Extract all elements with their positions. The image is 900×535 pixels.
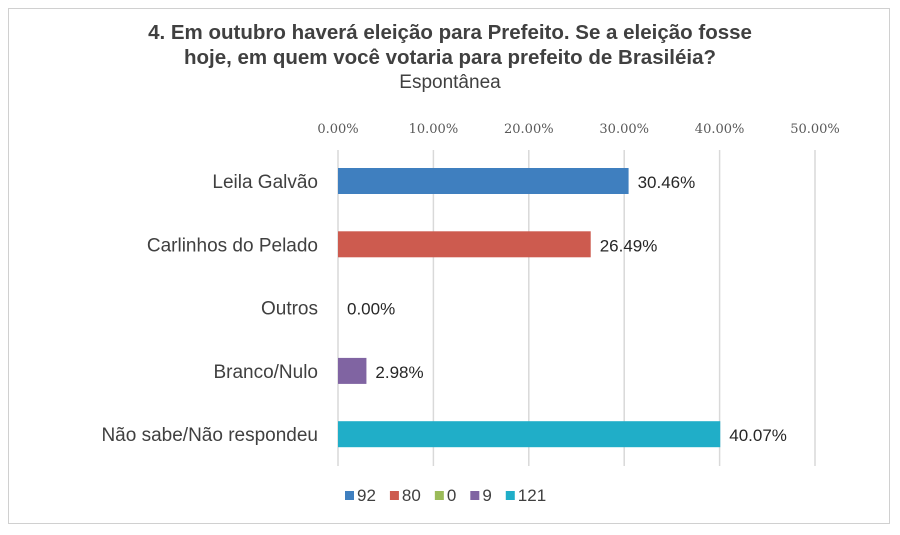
legend-label: 92 xyxy=(357,486,376,505)
bar xyxy=(338,231,591,258)
x-tick-label: 50.00% xyxy=(790,122,840,137)
category-label: Leila Galvão xyxy=(212,172,318,193)
data-label: 30.46% xyxy=(638,173,696,192)
legend-swatch xyxy=(470,491,480,500)
x-tick-label: 0.00% xyxy=(317,122,358,137)
legend-swatch xyxy=(434,491,444,500)
chart-title-line-2: hoje, em quem você votaria para prefeito… xyxy=(183,46,717,69)
x-tick-label: 10.00% xyxy=(409,122,459,137)
chart-frame xyxy=(8,8,890,524)
legend-swatch xyxy=(345,491,354,500)
data-label: 40.07% xyxy=(729,426,787,445)
legend-swatch xyxy=(505,491,515,500)
chart-title-line-1: 4. Em outubro haverá eleição para Prefei… xyxy=(148,21,752,44)
legend-label: 80 xyxy=(402,486,421,505)
bar xyxy=(338,168,629,194)
chart-title: 4. Em outubro haverá eleição para Prefei… xyxy=(0,20,900,70)
legend-swatch xyxy=(389,491,399,500)
legend-label: 121 xyxy=(518,486,546,505)
category-label: Outros xyxy=(261,299,318,320)
x-tick-label: 40.00% xyxy=(695,122,745,137)
category-label: Carlinhos do Pelado xyxy=(147,235,318,256)
chart-subtitle: Espontânea xyxy=(399,72,501,93)
legend-label: 9 xyxy=(482,486,491,505)
legend-label: 0 xyxy=(447,486,456,505)
bar xyxy=(338,421,721,448)
data-label: 0.00% xyxy=(347,300,395,319)
data-label: 26.49% xyxy=(600,236,658,255)
x-tick-label: 20.00% xyxy=(504,122,554,137)
x-tick-label: 30.00% xyxy=(599,122,649,137)
bar xyxy=(338,357,367,384)
data-label: 2.98% xyxy=(375,363,423,382)
category-label: Branco/Nulo xyxy=(213,362,318,383)
category-label: Não sabe/Não respondeu xyxy=(101,425,318,446)
